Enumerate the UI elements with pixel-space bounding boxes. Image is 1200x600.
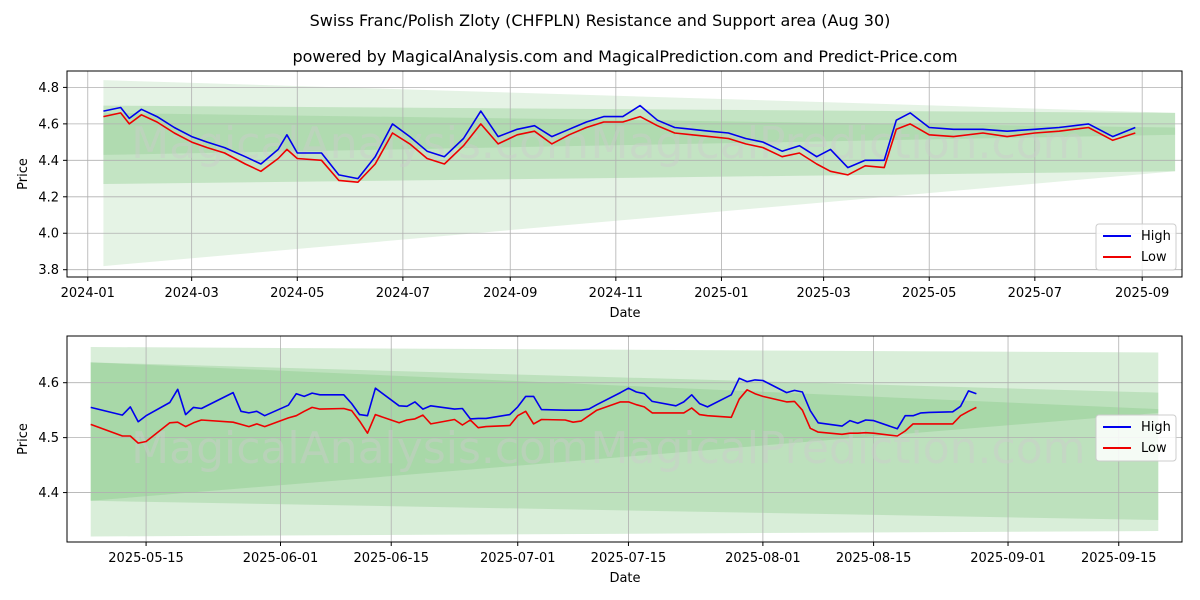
y-tick-label: 3.8: [38, 263, 59, 278]
series-low-line: [103, 112, 1136, 183]
x-tick-label: 2025-07-01: [480, 551, 556, 566]
bottom-panel-series: [90, 377, 977, 444]
x-tick-label: 2025-05: [902, 286, 956, 301]
top-panel-series: [103, 104, 1136, 183]
x-tick-label: 2024-09: [483, 286, 537, 301]
x-tick-label: 2024-03: [164, 286, 218, 301]
top-panel-frame: [66, 70, 1183, 278]
x-tick-label: 2025-09: [1115, 286, 1169, 301]
series-high-line: [90, 377, 977, 430]
x-tick-label: 2024-05: [270, 286, 324, 301]
bottom-panel-bands: [90, 347, 1159, 537]
top-panel-y-ticks: 3.8 4.0 4.2 4.4 4.6 4.8: [38, 81, 67, 278]
x-tick-label: 2025-01: [694, 286, 748, 301]
top-panel-x-grid: [87, 71, 1143, 277]
top-legend-high-label: High: [1141, 229, 1171, 244]
bottom-panel-watermarks: MagicalAnalysis.com MagicalPrediction.co…: [131, 423, 1085, 474]
series-low-line: [90, 388, 977, 444]
chart-subtitle: powered by MagicalAnalysis.com and Magic…: [292, 47, 957, 66]
top-panel-ylabel: Price: [16, 158, 31, 190]
band-1: [90, 362, 1159, 520]
bottom-panel-frame: [66, 335, 1183, 543]
band-2: [103, 112, 1176, 155]
bottom-panel: MagicalAnalysis.com MagicalPrediction.co…: [16, 335, 1183, 586]
x-tick-label: 2025-06-15: [353, 551, 429, 566]
y-tick-label: 4.5: [38, 431, 59, 446]
y-tick-label: 4.6: [38, 117, 59, 132]
x-tick-label: 2025-06-01: [243, 551, 319, 566]
y-tick-label: 4.6: [38, 376, 59, 391]
y-tick-label: 4.4: [38, 154, 59, 169]
x-tick-label: 2025-05-15: [108, 551, 184, 566]
top-legend-low-label: Low: [1141, 250, 1167, 265]
y-tick-label: 4.0: [38, 227, 59, 242]
top-panel-xlabel: Date: [609, 306, 640, 321]
watermark-prediction-bottom: MagicalPrediction.com: [591, 423, 1086, 474]
top-panel-legend: High Low: [1095, 223, 1177, 271]
x-tick-label: 2025-09-01: [970, 551, 1046, 566]
y-tick-label: 4.8: [38, 81, 59, 96]
band-2: [90, 362, 1159, 501]
x-tick-label: 2025-07-15: [591, 551, 667, 566]
x-tick-label: 2024-07: [376, 286, 430, 301]
watermark-analysis: MagicalAnalysis.com: [131, 118, 589, 169]
bottom-legend-low-label: Low: [1141, 441, 1167, 456]
bottom-panel-y-grid: [67, 382, 1182, 493]
x-tick-label: 2025-08-01: [725, 551, 801, 566]
bottom-legend-high-label: High: [1141, 420, 1171, 435]
watermark-analysis-bottom: MagicalAnalysis.com: [131, 423, 589, 474]
bottom-panel-ylabel: Price: [16, 423, 31, 455]
x-tick-label: 2024-01: [61, 286, 115, 301]
band-0: [103, 80, 1176, 267]
x-tick-label: 2025-03: [796, 286, 850, 301]
y-tick-label: 4.2: [38, 190, 59, 205]
y-tick-label: 4.4: [38, 486, 59, 501]
x-tick-label: 2025-08-15: [836, 551, 912, 566]
watermark-prediction: MagicalPrediction.com: [591, 118, 1086, 169]
x-tick-label: 2025-07: [1008, 286, 1062, 301]
series-high-line: [103, 104, 1136, 180]
bottom-panel-legend: High Low: [1095, 414, 1177, 462]
top-panel: MagicalAnalysis.com MagicalPrediction.co…: [16, 70, 1183, 321]
band-0: [90, 347, 1159, 537]
x-tick-label: 2024-11: [589, 286, 643, 301]
bottom-panel-x-ticks: 2025-05-15 2025-06-01 2025-06-15 2025-07-01…: [108, 542, 1157, 566]
bottom-panel-y-ticks: 4.4 4.5 4.6: [38, 376, 67, 501]
bottom-panel-xlabel: Date: [609, 571, 640, 586]
chart-title: Swiss Franc/Polish Zloty (CHFPLN) Resist…: [310, 11, 891, 30]
x-tick-label: 2025-09-15: [1081, 551, 1157, 566]
top-panel-x-ticks: 2024-01 2024-03 2024-05 2024-07 2024-09 2024-…: [61, 277, 1169, 301]
